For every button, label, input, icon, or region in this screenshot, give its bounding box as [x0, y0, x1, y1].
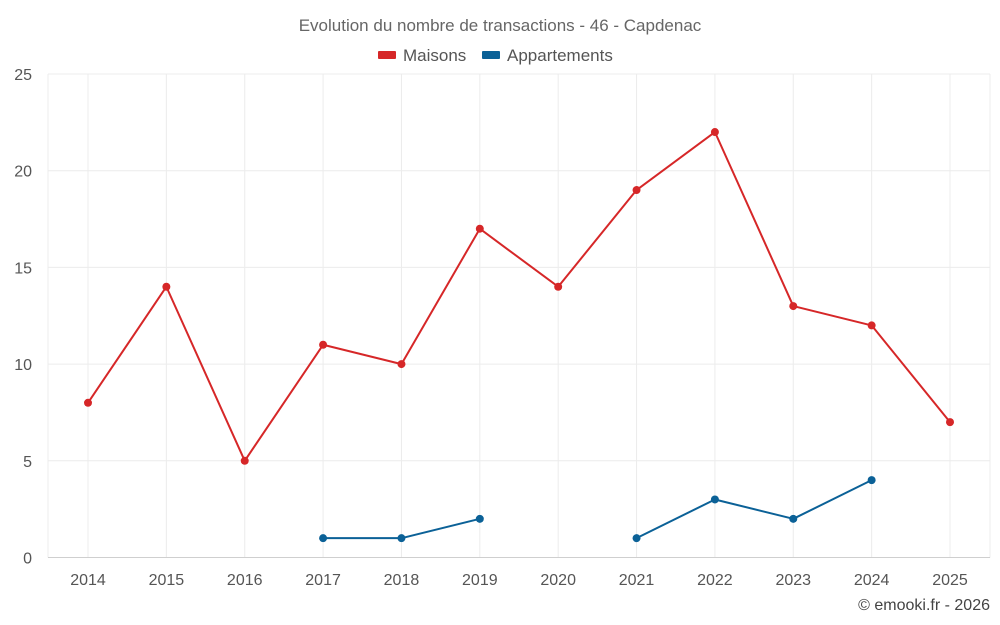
data-point-maisons-2017 — [319, 340, 328, 349]
y-tick-label-0: 0 — [23, 551, 32, 568]
x-tick-label-2: 2016 — [227, 572, 263, 589]
x-tick-label-6: 2020 — [540, 572, 576, 589]
y-axis-ticks: 0 5 10 15 20 25 — [14, 67, 32, 568]
data-point-maisons-2015 — [162, 282, 171, 291]
x-tick-label-8: 2022 — [697, 572, 733, 589]
y-tick-label-5: 25 — [14, 67, 32, 84]
data-point-maisons-2020 — [554, 282, 563, 291]
data-point-appartements-2023 — [789, 514, 798, 523]
x-tick-label-10: 2024 — [854, 572, 890, 589]
data-point-appartements-2019 — [475, 514, 484, 523]
x-tick-label-7: 2021 — [619, 572, 655, 589]
series-line-maisons-0 — [87, 131, 951, 462]
series-line-appartements-1 — [635, 479, 873, 540]
x-tick-label-0: 2014 — [70, 572, 106, 589]
data-point-maisons-2014 — [84, 398, 92, 407]
credit-text: © emooki.fr - 2026 — [858, 597, 990, 614]
series-maisons — [84, 128, 954, 465]
data-point-maisons-2019 — [475, 224, 484, 233]
legend-label-maisons: Maisons — [403, 46, 466, 65]
data-point-maisons-2016 — [240, 456, 249, 465]
y-tick-label-3: 15 — [14, 260, 32, 277]
data-point-maisons-2022 — [710, 128, 719, 137]
x-tick-label-3: 2017 — [305, 572, 341, 589]
data-point-appartements-2022 — [710, 495, 719, 504]
legend: Maisons Appartements — [378, 46, 613, 65]
data-point-maisons-2023 — [789, 302, 798, 311]
data-point-maisons-2018 — [397, 360, 406, 369]
legend-swatch-appartements — [482, 51, 500, 59]
data-point-appartements-2018 — [397, 534, 406, 543]
legend-item-appartements[interactable]: Appartements — [482, 46, 613, 65]
x-tick-label-1: 2015 — [149, 572, 185, 589]
y-tick-label-4: 20 — [14, 164, 32, 181]
legend-item-maisons[interactable]: Maisons — [378, 46, 466, 65]
data-point-maisons-2024 — [867, 321, 876, 330]
data-point-appartements-2024 — [867, 476, 876, 485]
y-tick-label-2: 10 — [14, 357, 32, 374]
legend-swatch-maisons — [378, 51, 396, 59]
data-point-appartements-2017 — [319, 534, 328, 543]
data-point-maisons-2025 — [946, 418, 954, 427]
x-tick-label-11: 2025 — [932, 572, 968, 589]
x-tick-label-5: 2019 — [462, 572, 498, 589]
legend-label-appartements: Appartements — [507, 46, 613, 65]
data-point-maisons-2021 — [632, 186, 641, 195]
x-tick-label-9: 2023 — [775, 572, 811, 589]
y-tick-label-1: 5 — [23, 454, 32, 471]
series-appartements — [319, 476, 876, 543]
series — [84, 128, 954, 543]
grid — [47, 73, 991, 558]
data-point-appartements-2021 — [632, 534, 641, 543]
x-axis-ticks: 2014 2015 2016 2017 2018 2019 2020 2021 2022 2023… — [70, 572, 968, 589]
x-tick-label-4: 2018 — [384, 572, 420, 589]
chart-title: Evolution du nombre de transactions - 46… — [299, 16, 702, 35]
